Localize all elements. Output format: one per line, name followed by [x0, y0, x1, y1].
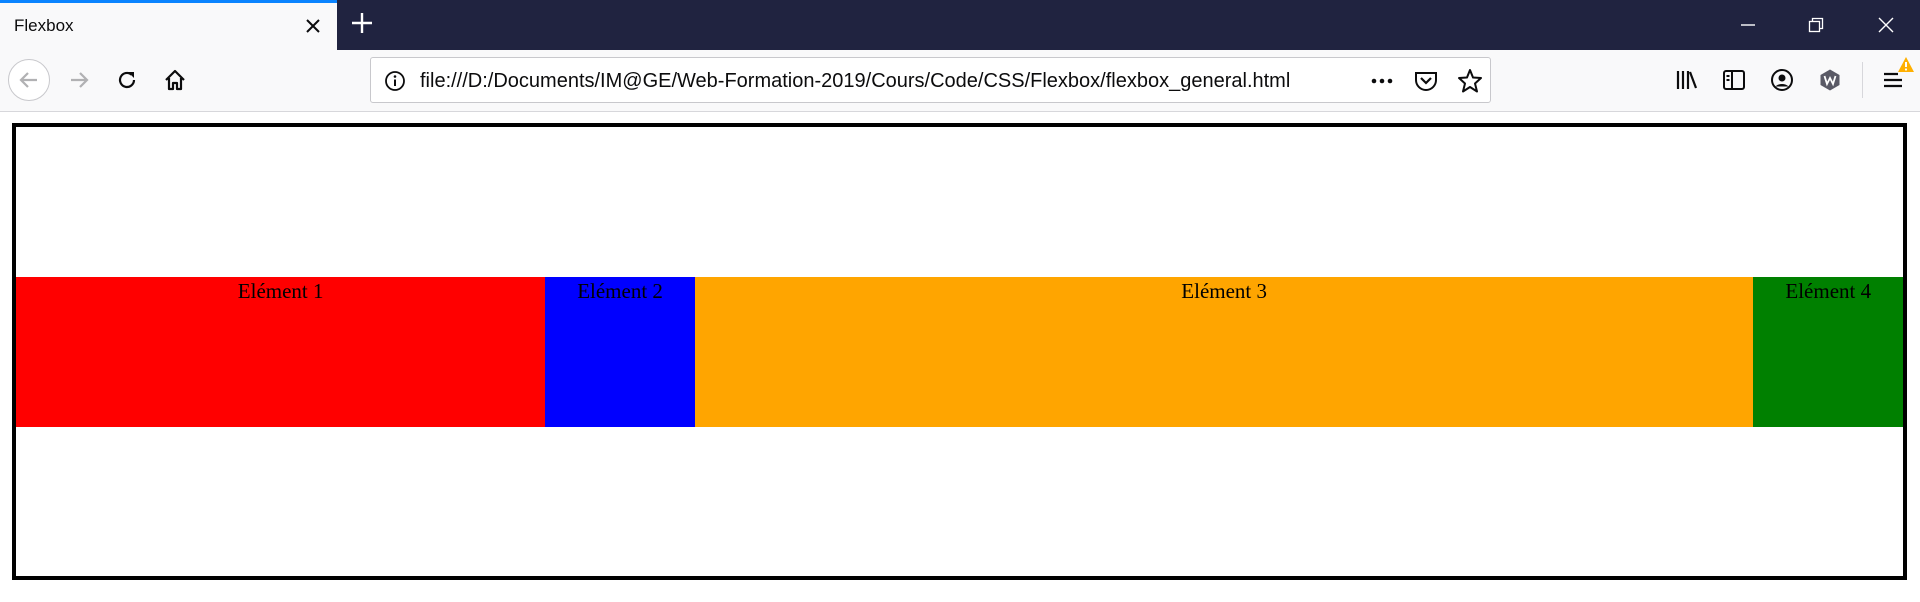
- pocket-icon[interactable]: [1413, 68, 1439, 94]
- flex-container: Elément 1 Elément 2 Elément 3 Elément 4: [12, 123, 1907, 580]
- tab-flexbox[interactable]: Flexbox: [0, 0, 337, 50]
- close-window-icon[interactable]: [1852, 0, 1920, 50]
- flex-item-1: Elément 1: [16, 276, 546, 427]
- sidebar-icon[interactable]: [1713, 59, 1755, 101]
- close-tab-icon[interactable]: [303, 16, 323, 36]
- info-icon[interactable]: [383, 69, 407, 93]
- tab-title: Flexbox: [14, 16, 74, 35]
- minimize-window-icon[interactable]: [1714, 0, 1782, 50]
- forward-arrow-icon[interactable]: [58, 59, 100, 101]
- menu-icon[interactable]: [1872, 59, 1914, 101]
- tab-strip: Flexbox: [0, 0, 1920, 50]
- warning-icon: [1897, 56, 1915, 74]
- flex-item-2: Elément 2: [545, 276, 695, 427]
- extension-icon[interactable]: [1809, 59, 1851, 101]
- page-content: Elément 1 Elément 2 Elément 3 Elément 4: [0, 113, 1920, 602]
- url-text[interactable]: file:///D:/Documents/IM@GE/Web-Formation…: [420, 70, 1291, 92]
- flex-item-3: Elément 3: [694, 276, 1754, 427]
- navigation-toolbar: file:///D:/Documents/IM@GE/Web-Formation…: [0, 50, 1920, 112]
- restore-window-icon[interactable]: [1782, 0, 1850, 50]
- url-bar[interactable]: file:///D:/Documents/IM@GE/Web-Formation…: [370, 57, 1491, 103]
- flex-item-4: Elément 4: [1753, 276, 1904, 427]
- bookmark-star-icon[interactable]: [1457, 68, 1483, 94]
- library-icon[interactable]: [1666, 59, 1708, 101]
- account-icon[interactable]: [1761, 59, 1803, 101]
- back-arrow-icon[interactable]: [8, 59, 50, 101]
- toolbar-separator: [1862, 62, 1863, 98]
- more-actions-icon[interactable]: [1369, 68, 1395, 94]
- home-icon[interactable]: [154, 59, 196, 101]
- new-tab-icon[interactable]: [350, 11, 374, 35]
- reload-icon[interactable]: [106, 59, 148, 101]
